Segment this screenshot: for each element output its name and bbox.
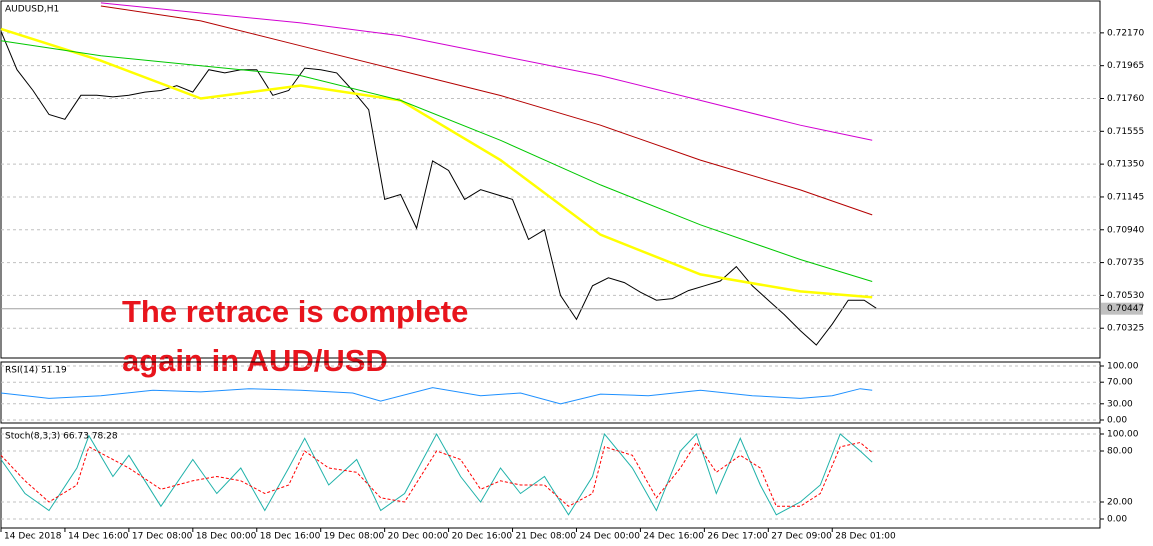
series-line — [100, 2, 873, 141]
y-tick-label: 20.00 — [1107, 498, 1133, 508]
x-tick-label: 19 Dec 08:00 — [324, 532, 385, 542]
y-tick-label: 0.71965 — [1107, 61, 1144, 71]
x-tick-label: 14 Dec 2018 — [4, 532, 62, 542]
y-tick-label: 0.70940 — [1107, 225, 1144, 235]
panel-title: RSI(14) 51.19 — [5, 366, 67, 376]
x-tick-label: 14 Dec 16:00 — [68, 532, 129, 542]
annotation: The retrace is complete — [122, 294, 468, 329]
panel — [0, 0, 1101, 359]
y-tick-label: 0.71760 — [1107, 94, 1144, 104]
y-tick-label: 0.00 — [1107, 515, 1127, 525]
x-tick-label: 27 Dec 09:00 — [771, 532, 832, 542]
x-tick-label: 18 Dec 16:00 — [260, 532, 321, 542]
current-price-label: 0.70447 — [1107, 304, 1144, 314]
x-tick-label: 17 Dec 08:00 — [132, 532, 193, 542]
x-tick-label: 21 Dec 08:00 — [516, 532, 577, 542]
series-line — [0, 40, 873, 282]
series-line — [0, 387, 873, 405]
current-price-box — [1101, 302, 1143, 315]
panel — [0, 427, 1101, 529]
y-tick-label: 80.00 — [1107, 447, 1133, 457]
x-tick-label: 24 Dec 16:00 — [643, 532, 704, 542]
y-tick-label: 0.70530 — [1107, 291, 1144, 301]
series-line — [0, 31, 877, 346]
y-tick-label: 0.71555 — [1107, 127, 1144, 137]
series-line — [0, 441, 873, 507]
panel-title: Stoch(8,3,3) 66.73 78.28 — [5, 432, 118, 442]
y-tick-label: 0.00 — [1107, 416, 1127, 426]
x-tick-label: 26 Dec 17:00 — [707, 532, 768, 542]
series-line — [0, 432, 873, 516]
y-tick-label: 70.00 — [1107, 378, 1133, 388]
y-tick-label: 0.71145 — [1107, 192, 1144, 202]
panel — [0, 361, 1101, 424]
x-tick-label: 24 Dec 00:00 — [579, 532, 640, 542]
series-line — [0, 27, 873, 299]
annotation: again in AUD/USD — [122, 343, 388, 378]
y-tick-label: 0.70735 — [1107, 258, 1144, 268]
x-tick-label: 28 Dec 01:00 — [835, 532, 896, 542]
x-tick-label: 18 Dec 00:00 — [196, 532, 257, 542]
series-line — [100, 5, 873, 216]
x-tick-label: 20 Dec 16:00 — [452, 532, 513, 542]
x-tick-label: 20 Dec 00:00 — [388, 532, 449, 542]
y-tick-label: 0.71350 — [1107, 160, 1144, 170]
panel-title: AUDUSD,H1 — [5, 5, 59, 15]
y-tick-label: 100.00 — [1107, 362, 1139, 372]
y-tick-label: 0.70325 — [1107, 324, 1144, 334]
y-tick-label: 0.72170 — [1107, 28, 1144, 38]
y-tick-label: 30.00 — [1107, 399, 1133, 409]
y-tick-label: 100.00 — [1107, 430, 1139, 440]
